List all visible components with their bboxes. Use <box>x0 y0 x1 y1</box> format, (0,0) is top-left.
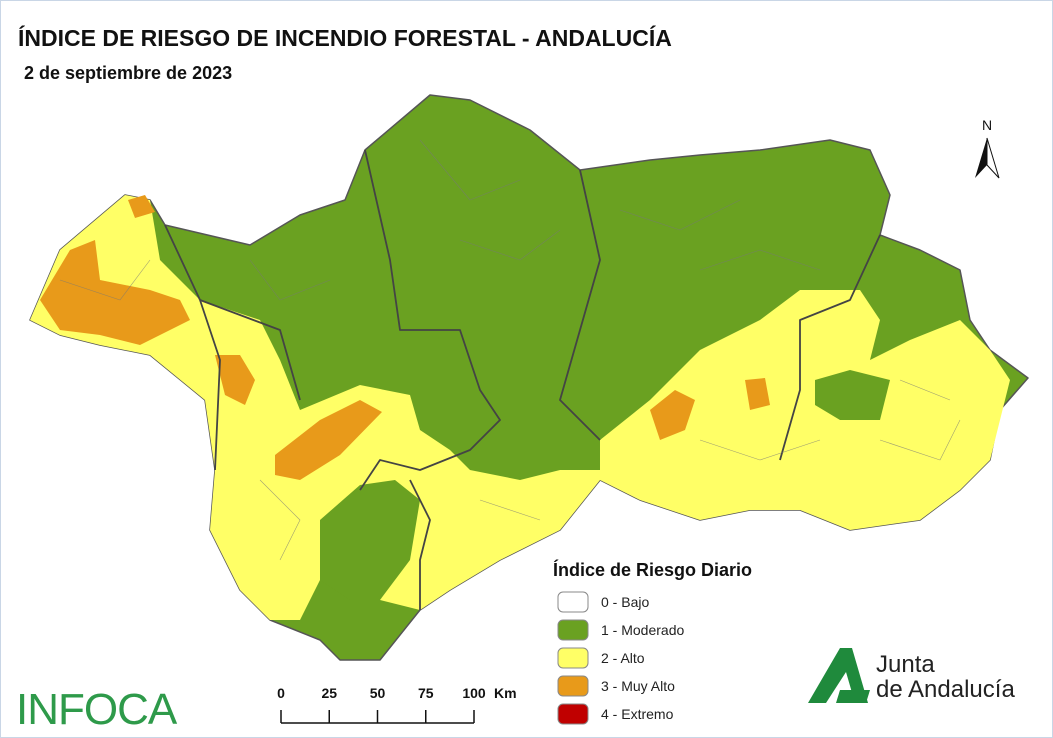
date: 2 de septiembre de 2023 <box>24 63 232 83</box>
region-moderado-east <box>815 370 890 420</box>
map <box>29 94 1029 661</box>
legend-swatch <box>557 647 589 669</box>
legend: 0 - Bajo 1 - Moderado 2 - Alto 3 - Muy Alto… <box>557 591 684 725</box>
scale-unit: Km <box>494 685 517 701</box>
legend-label: 1 - Moderado <box>601 622 684 638</box>
scale-label: 50 <box>370 685 386 701</box>
region-muy-alto-3 <box>650 390 695 440</box>
region-muy-alto-2 <box>275 400 382 480</box>
border <box>199 299 301 401</box>
region-alto-west <box>30 195 640 620</box>
legend-label: 4 - Extremo <box>601 706 674 722</box>
north-label: N <box>982 117 992 133</box>
legend-swatch <box>557 619 589 641</box>
border <box>164 224 221 471</box>
scale-label: 0 <box>277 685 285 701</box>
region-muy-alto-4 <box>215 355 255 405</box>
logo-line1: Junta <box>876 651 935 678</box>
border <box>779 234 881 461</box>
legend-label: 3 - Muy Alto <box>601 678 675 694</box>
title: ÍNDICE DE RIESGO DE INCENDIO FORESTAL - … <box>18 24 672 51</box>
legend-swatch <box>557 591 589 613</box>
region-alto-east <box>600 290 1010 530</box>
border <box>359 149 501 491</box>
region-moderado-south <box>320 480 420 600</box>
municipal-borders <box>59 139 961 561</box>
north-arrow: N <box>975 117 1000 179</box>
region-muy-alto-1 <box>40 240 190 345</box>
province-borders <box>164 149 881 610</box>
legend-title: Índice de Riesgo Diario <box>553 559 752 580</box>
region-muy-alto-5 <box>745 378 770 410</box>
legend-label: 2 - Alto <box>601 650 645 666</box>
border <box>559 169 601 441</box>
arrow <box>975 138 987 178</box>
scale-bar: 0 25 50 75 100 Km <box>277 685 517 724</box>
legend-swatch <box>557 703 589 725</box>
legend-label: 0 - Bajo <box>601 594 649 610</box>
legend-swatch <box>557 675 589 697</box>
logo-line2: de Andalucía <box>876 676 1015 703</box>
scale-label: 100 <box>462 685 486 701</box>
brand: INFOCA <box>16 685 178 734</box>
arrow <box>986 137 1000 179</box>
scale-label: 25 <box>321 685 337 701</box>
scale-label: 75 <box>418 685 434 701</box>
border <box>59 139 961 561</box>
logo-mark <box>836 690 870 703</box>
region-muy-alto-6 <box>128 195 155 218</box>
logo-mark <box>808 648 868 703</box>
border <box>409 479 431 610</box>
logo: Junta de Andalucía <box>808 648 1015 703</box>
